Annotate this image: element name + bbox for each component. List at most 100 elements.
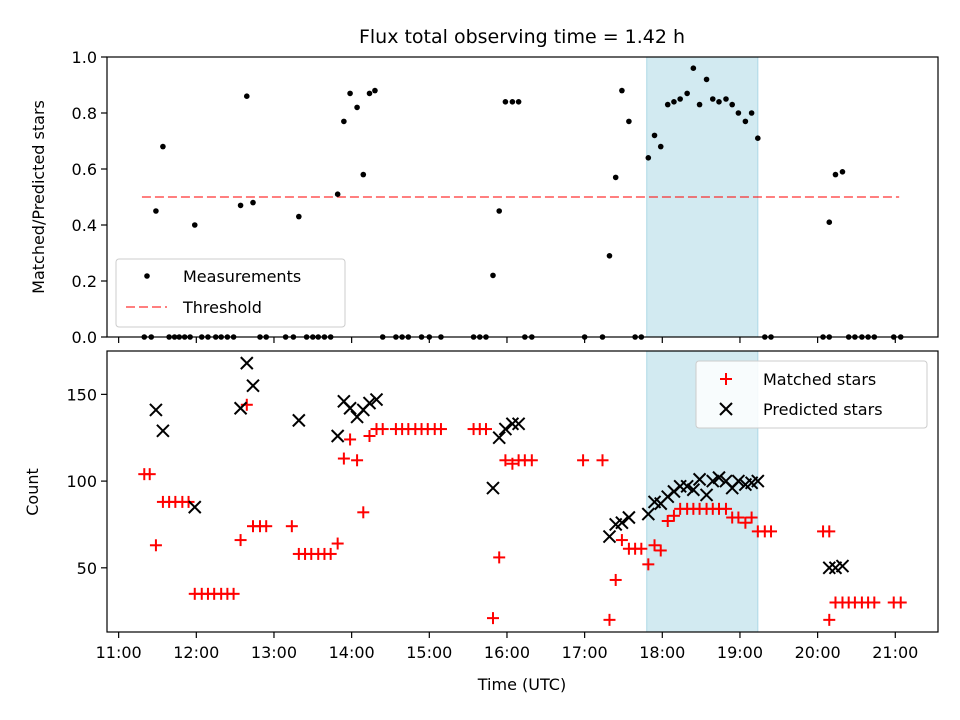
predicted-star-point: [343, 401, 357, 415]
predicted-star-point: [498, 422, 513, 436]
measurement-point: [366, 90, 373, 97]
matched-star-point: [615, 534, 628, 547]
matched-star-point: [234, 534, 247, 547]
measurement-point: [755, 135, 761, 141]
predicted-star-point: [292, 413, 306, 428]
bottom-plot-frame: [106, 350, 939, 633]
measurement-point: [153, 208, 159, 214]
top-chart-title: Flux total observing time = 1.42 h: [359, 26, 685, 48]
matched-star-point: [894, 596, 907, 609]
matched-star-point: [260, 520, 273, 533]
measurement-point: [347, 90, 353, 97]
measurement-point: [496, 208, 503, 214]
measurement-point: [651, 132, 658, 139]
matched-star-point: [351, 454, 364, 467]
matched-star-point: [823, 613, 836, 626]
legend-threshold-label: Threshold: [182, 298, 262, 317]
matched-star-point: [765, 525, 778, 538]
measurement-point: [729, 101, 735, 108]
bottom-x-tick-label: 12:00: [173, 643, 219, 662]
top-y-tick-label: 0.6: [72, 160, 97, 179]
top-y-tick-label: 0.0: [72, 328, 97, 347]
predicted-star-point: [246, 378, 260, 393]
predicted-star-point: [233, 401, 248, 415]
bottom-legend-box: [695, 360, 928, 429]
measurement-point: [742, 118, 749, 125]
measurement-point: [671, 99, 677, 105]
matched-star-point: [324, 547, 337, 560]
top-x-ticks: [118, 337, 896, 343]
measurement-point: [723, 96, 729, 102]
measurement-point: [341, 118, 347, 125]
predicted-star-point: [188, 500, 202, 514]
bottom-x-tick-label: 17:00: [562, 643, 608, 662]
top-chart: 0.0 0.2 0.4 0.6 0.8 1.0 Matched/Predicted sta…: [29, 48, 939, 347]
bottom-x-tick-label: 16:00: [484, 643, 530, 662]
predicted-star-point: [149, 403, 163, 417]
top-legend: Measurements Threshold: [115, 258, 346, 328]
top-y-tick-label: 1.0: [72, 48, 97, 67]
bottom-x-tick-label: 18:00: [639, 643, 685, 662]
legend-matched-marker: [720, 373, 732, 385]
matched-star-point: [745, 511, 758, 524]
bottom-x-tick-label: 21:00: [872, 643, 918, 662]
predicted-star-point: [362, 396, 377, 410]
matched-star-point: [499, 454, 512, 467]
predicted-star-point: [680, 479, 694, 494]
legend-measurements-label: Measurements: [183, 267, 301, 286]
measurement-point: [191, 222, 198, 228]
measurement-point: [502, 99, 509, 105]
measurement-point: [160, 143, 166, 150]
matched-star-point: [149, 539, 162, 552]
measurement-point: [360, 171, 367, 178]
matched-star-point: [596, 454, 609, 467]
matched-star-point: [642, 558, 655, 571]
legend-matched-label: Matched stars: [763, 370, 876, 389]
matched-star-point: [667, 509, 680, 522]
legend-predicted-label: Predicted stars: [763, 400, 883, 419]
measurement-point: [709, 96, 716, 102]
predicted-star-point: [622, 510, 636, 525]
predicted-star-point: [240, 356, 254, 370]
predicted-star-point: [706, 474, 720, 488]
matched-star-point: [661, 514, 674, 527]
predicted-star-point: [602, 529, 617, 544]
top-y-tick-label: 0.2: [72, 272, 97, 291]
measurement-point: [237, 202, 244, 209]
bottom-legend: Matched stars Predicted stars: [695, 360, 928, 429]
matched-star-point: [434, 423, 447, 436]
matched-star-point: [337, 452, 350, 465]
measurement-point: [748, 110, 755, 116]
predicted-star-point: [822, 561, 836, 575]
bottom-y-axis: 50 100 150: [66, 385, 107, 578]
measurement-point: [839, 169, 846, 175]
measurement-point: [832, 171, 839, 178]
bottom-x-tick-label: 15:00: [406, 643, 452, 662]
bottom-y-tick-label: 100: [66, 472, 97, 491]
predicted-star-point: [330, 429, 345, 443]
measurement-point: [515, 99, 522, 105]
top-y-tick-label: 0.4: [72, 216, 97, 235]
predicted-star-point: [686, 483, 701, 497]
matched-star-point: [331, 537, 344, 550]
top-y-axis: 0.0 0.2 0.4 0.6 0.8 1.0: [72, 48, 107, 347]
matched-star-point: [285, 520, 298, 533]
matched-star-point: [635, 542, 648, 555]
matched-star-point: [479, 423, 492, 436]
measurement-point: [606, 253, 613, 259]
measurement-point: [696, 101, 703, 108]
matched-star-point: [868, 596, 881, 609]
predicted-star-point: [505, 417, 520, 431]
measurement-point: [716, 99, 722, 105]
measurement-point: [690, 65, 697, 71]
bottom-x-tick-label: 14:00: [329, 643, 375, 662]
legend-predicted-marker: [719, 402, 733, 416]
measurement-point: [250, 199, 256, 206]
matched-star-point: [357, 506, 370, 519]
predicted-star-point: [369, 392, 384, 407]
measurement-point: [826, 219, 833, 225]
matched-star-point: [227, 587, 240, 600]
predicted-star-point: [712, 470, 726, 485]
measurement-point: [619, 87, 625, 94]
